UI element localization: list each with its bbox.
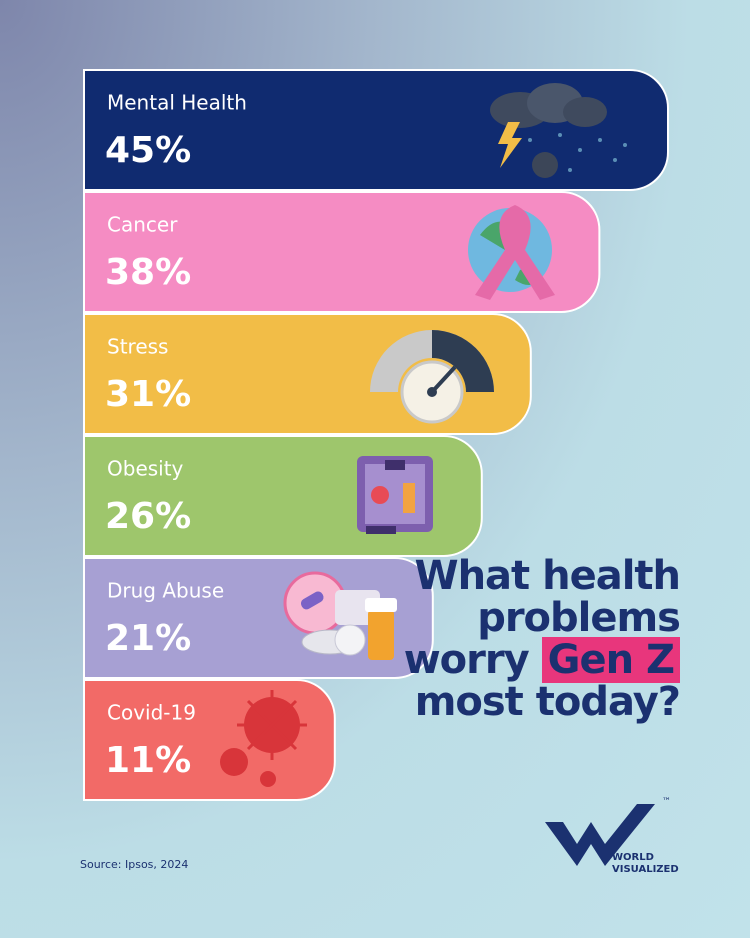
category-label: Cancer: [107, 213, 178, 237]
value-label: 26%: [105, 496, 191, 537]
value-label: 38%: [105, 252, 191, 293]
source: Source: Ipsos, 2024: [80, 858, 189, 871]
category-label: Obesity: [107, 457, 184, 481]
category-label: Mental Health: [107, 91, 247, 115]
logo-line: WORLD: [612, 852, 654, 863]
value-label: 45%: [105, 130, 191, 171]
trademark: ™: [662, 797, 671, 807]
logo-text: WORLD VISUALIZED: [612, 852, 679, 876]
ribbon-icon: [468, 205, 555, 300]
logo-line: VISUALIZED: [612, 864, 679, 875]
title-text: What health problems worry: [403, 553, 681, 683]
title-text: most today?: [414, 679, 681, 725]
logo-mark: [545, 804, 655, 866]
bar: [83, 191, 601, 313]
category-label: Covid-19: [107, 701, 196, 725]
pills-icon: [283, 571, 397, 660]
cloud-icon: [490, 83, 627, 178]
gauge-icon: [370, 330, 494, 424]
title-highlight: Gen Z: [541, 637, 680, 683]
value-label: 11%: [105, 740, 191, 781]
value-label: 21%: [105, 618, 191, 659]
virus-icon: [220, 690, 307, 787]
chart-title: What health problems worry Gen Z most to…: [360, 553, 681, 725]
category-label: Stress: [107, 335, 168, 359]
icons: [220, 83, 627, 787]
scale-icon: [357, 456, 433, 534]
category-label: Drug Abuse: [107, 579, 224, 603]
value-label: 31%: [105, 374, 191, 415]
